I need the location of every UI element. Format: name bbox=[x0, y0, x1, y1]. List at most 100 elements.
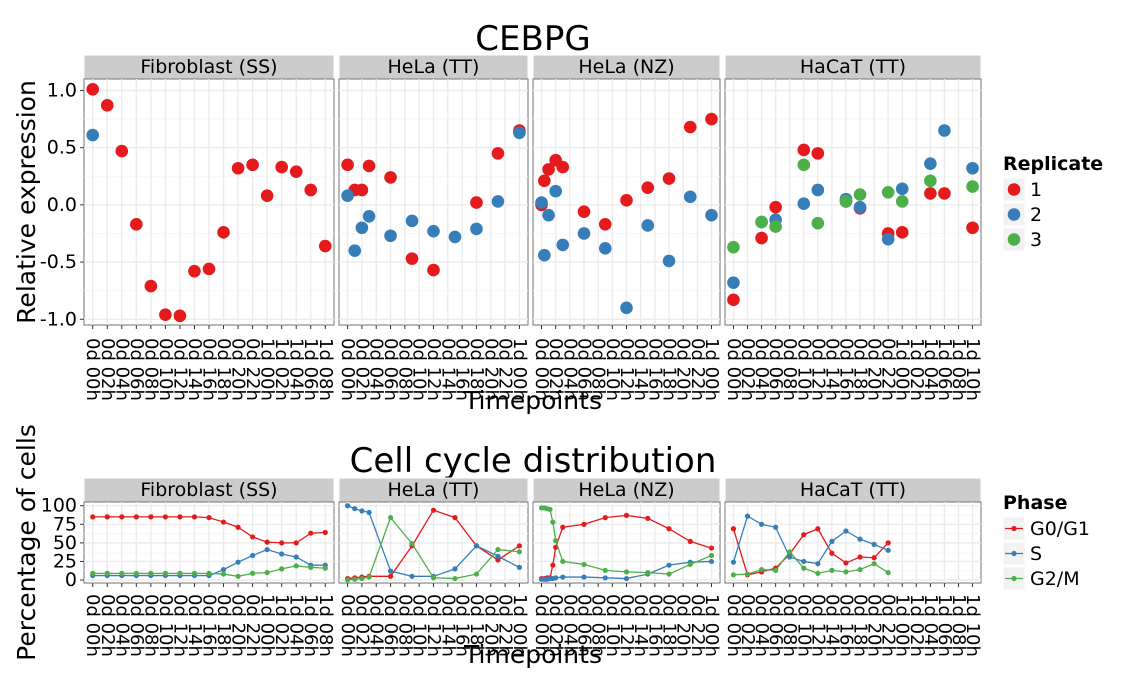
y-tick-label: -0.5 bbox=[40, 251, 77, 273]
x-tick-label: 1d 06h bbox=[300, 338, 321, 401]
legend-label: G2/M bbox=[1030, 568, 1080, 590]
data-point bbox=[560, 574, 566, 580]
data-point bbox=[293, 563, 299, 569]
data-point bbox=[352, 576, 358, 582]
data-point bbox=[387, 515, 394, 521]
data-point bbox=[516, 543, 523, 549]
x-tick-label: 0d 18h bbox=[850, 594, 871, 657]
x-tick-label: 0d 14h bbox=[821, 594, 842, 657]
data-point bbox=[202, 262, 216, 276]
data-point bbox=[130, 218, 143, 231]
legend-label: 2 bbox=[1030, 204, 1042, 226]
data-point bbox=[235, 573, 241, 579]
data-point bbox=[553, 538, 559, 544]
data-point bbox=[90, 570, 96, 576]
x-tick-label: 0d 06h bbox=[574, 338, 595, 401]
data-point bbox=[623, 569, 630, 575]
x-tick-label: 0d 12h bbox=[423, 338, 444, 401]
y-tick-label: 0.0 bbox=[47, 194, 77, 216]
data-point bbox=[829, 538, 835, 544]
data-point bbox=[250, 534, 256, 540]
x-tick-label: 1d 00h bbox=[701, 338, 722, 401]
facet-strip bbox=[83, 54, 335, 80]
x-tick-label: 0d 16h bbox=[835, 338, 856, 401]
data-point bbox=[341, 189, 354, 203]
x-tick-label: 0d 08h bbox=[140, 594, 161, 657]
data-point bbox=[538, 174, 551, 188]
data-point bbox=[491, 147, 505, 160]
x-tick-label: 0d 18h bbox=[466, 594, 487, 657]
data-point bbox=[318, 239, 332, 253]
legend-label: S bbox=[1030, 543, 1042, 565]
x-tick-label: 0d 10h bbox=[793, 594, 814, 657]
data-point bbox=[758, 521, 765, 527]
data-point bbox=[366, 574, 372, 580]
x-tick-label: 0d 04h bbox=[111, 338, 132, 401]
y-tick-label: -1.0 bbox=[40, 308, 77, 330]
y-tick-label: 100 bbox=[41, 495, 77, 517]
x-tick-label: 0d 14h bbox=[184, 594, 205, 657]
x-axis-title: Timepoints bbox=[463, 640, 602, 669]
x-tick-label: 0d 06h bbox=[380, 594, 401, 657]
x-tick-label: 0d 16h bbox=[835, 594, 856, 657]
data-point bbox=[641, 219, 655, 232]
data-point bbox=[871, 541, 877, 547]
x-tick-label: 0d 02h bbox=[97, 338, 118, 401]
data-point bbox=[773, 567, 779, 573]
x-tick-label: 1d 00h bbox=[509, 338, 530, 401]
data-point bbox=[470, 196, 483, 209]
data-point bbox=[427, 224, 440, 238]
x-tick-label: 0d 18h bbox=[659, 594, 680, 657]
x-tick-label: 0d 08h bbox=[588, 338, 609, 401]
data-point bbox=[86, 82, 100, 96]
data-point bbox=[513, 126, 526, 140]
x-tick-label: 0d 06h bbox=[765, 594, 786, 657]
data-point bbox=[938, 187, 951, 200]
data-point bbox=[144, 279, 158, 293]
data-point bbox=[801, 558, 807, 565]
data-point bbox=[308, 530, 314, 536]
data-point bbox=[556, 238, 570, 252]
data-point bbox=[683, 120, 697, 134]
data-point bbox=[322, 529, 328, 536]
data-point bbox=[966, 161, 979, 175]
x-tick-label: 0d 10h bbox=[155, 594, 176, 657]
data-point bbox=[924, 174, 937, 188]
data-point bbox=[881, 185, 895, 199]
data-point bbox=[322, 565, 328, 571]
data-point bbox=[708, 552, 715, 559]
data-point bbox=[387, 568, 394, 574]
x-tick-label: 1d 02h bbox=[906, 594, 927, 657]
x-tick-label: 0d 02h bbox=[737, 594, 758, 657]
data-point bbox=[581, 521, 587, 527]
x-tick-label: 0d 10h bbox=[409, 338, 430, 401]
data-point bbox=[220, 519, 227, 525]
data-point bbox=[829, 567, 835, 573]
data-point bbox=[843, 569, 849, 575]
data-point bbox=[758, 567, 765, 573]
x-tick-label: 0d 18h bbox=[659, 338, 680, 401]
data-point bbox=[279, 540, 285, 546]
data-point bbox=[231, 161, 245, 175]
data-point bbox=[602, 567, 608, 573]
data-point bbox=[264, 569, 270, 576]
data-point bbox=[787, 554, 793, 560]
x-tick-label: 0d 12h bbox=[169, 338, 190, 401]
data-point bbox=[730, 559, 737, 565]
data-point bbox=[857, 536, 863, 542]
x-tick-label: 0d 10h bbox=[793, 338, 814, 401]
data-point bbox=[581, 574, 587, 580]
data-point bbox=[275, 160, 288, 174]
x-tick-label: 0d 04h bbox=[751, 338, 772, 401]
x-tick-label: 0d 04h bbox=[111, 594, 132, 657]
data-point bbox=[787, 549, 793, 555]
x-tick-label: 0d 00h bbox=[82, 594, 103, 657]
x-tick-label: 0d 04h bbox=[559, 338, 580, 401]
x-tick-label: 0d 20h bbox=[228, 338, 249, 401]
data-point bbox=[308, 564, 314, 570]
data-point bbox=[148, 570, 154, 576]
data-point bbox=[895, 195, 909, 208]
x-tick-label: 1d 10h bbox=[962, 338, 983, 401]
